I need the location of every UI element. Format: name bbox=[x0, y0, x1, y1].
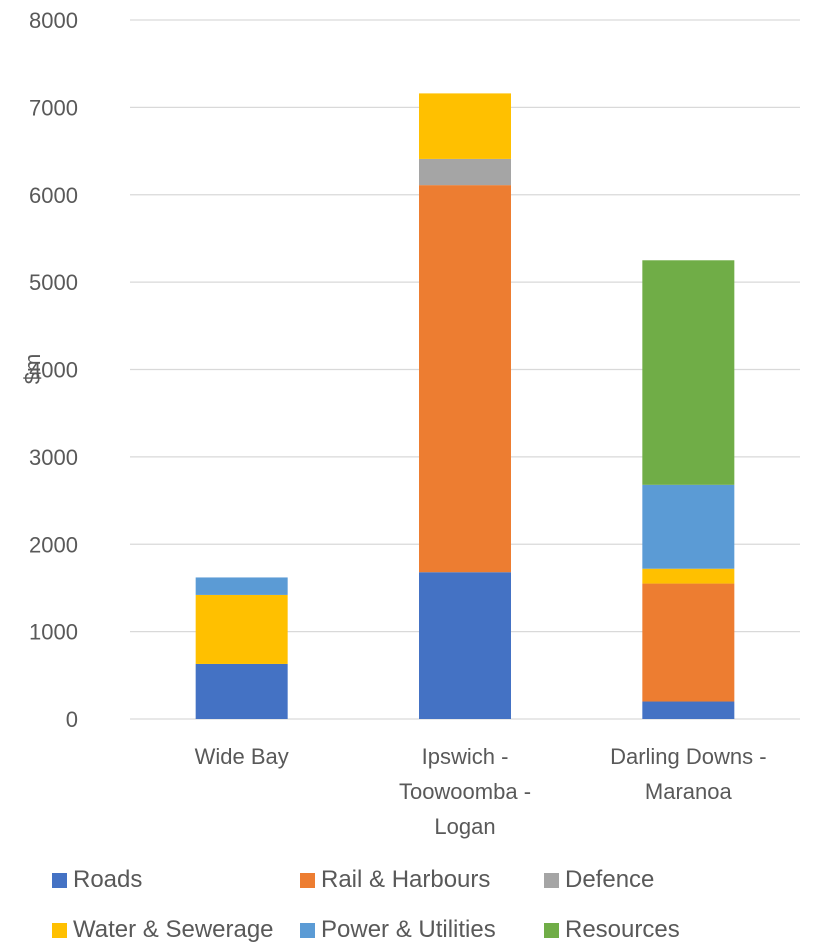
bar-segment bbox=[642, 484, 735, 569]
x-tick-label: Logan bbox=[434, 814, 495, 839]
y-tick-label: 1000 bbox=[29, 620, 78, 645]
bar-segment bbox=[419, 93, 511, 159]
y-tick-label: 3000 bbox=[29, 445, 78, 470]
bar-segment bbox=[419, 572, 511, 719]
legend-swatch-water-sewerage bbox=[52, 922, 67, 938]
legend-swatch-rail-harbours bbox=[300, 872, 315, 888]
legend-swatch-roads bbox=[52, 872, 67, 888]
y-axis-ticks: 0 1000 2000 3000 4000 5000 6000 7000 8000 bbox=[29, 8, 78, 732]
legend-label-defence: Defence bbox=[565, 866, 655, 893]
x-tick-label: Wide Bay bbox=[195, 744, 289, 769]
legend-swatch-power-utilities bbox=[300, 922, 315, 938]
legend-item-resources: Resources bbox=[544, 916, 680, 944]
legend: Roads Rail & Harbours Defence Water & Se… bbox=[52, 866, 772, 946]
legend-item-water-sewerage: Water & Sewerage bbox=[52, 916, 274, 944]
legend-item-rail-harbours: Rail & Harbours bbox=[300, 866, 490, 894]
x-tick-label: Maranoa bbox=[645, 779, 733, 804]
legend-label-power-utilities: Power & Utilities bbox=[321, 916, 496, 943]
legend-row: Water & Sewerage Power & Utilities Resou… bbox=[52, 916, 772, 946]
chart-svg: 0 1000 2000 3000 4000 5000 6000 7000 8000 Wide B… bbox=[20, 8, 800, 839]
legend-swatch-defence bbox=[544, 872, 559, 888]
y-tick-label: 7000 bbox=[29, 95, 78, 120]
legend-label-rail-harbours: Rail & Harbours bbox=[321, 866, 491, 893]
bar-segment bbox=[419, 185, 511, 573]
bar-segment bbox=[642, 583, 735, 702]
y-tick-label: 5000 bbox=[29, 270, 78, 295]
x-axis-ticks: Wide Bay Ipswich - Toowoomba - Logan Darling… bbox=[195, 744, 767, 839]
bar-segment bbox=[642, 260, 735, 485]
legend-item-defence: Defence bbox=[544, 866, 654, 894]
bar-segment bbox=[642, 568, 735, 584]
x-tick-label: Toowoomba - bbox=[399, 779, 531, 804]
legend-item-power-utilities: Power & Utilities bbox=[300, 916, 496, 944]
legend-swatch-resources bbox=[544, 922, 559, 938]
bar-segment bbox=[195, 577, 288, 595]
bar-segment bbox=[642, 701, 735, 719]
y-tick-label: 2000 bbox=[29, 532, 78, 557]
y-tick-label: 8000 bbox=[29, 8, 78, 33]
bar-segment bbox=[195, 594, 288, 664]
y-tick-label: 4000 bbox=[29, 358, 78, 383]
x-tick-label: Darling Downs - bbox=[610, 744, 767, 769]
legend-item-roads: Roads bbox=[52, 866, 142, 894]
legend-row: Roads Rail & Harbours Defence bbox=[52, 866, 772, 916]
bar-segment bbox=[195, 663, 288, 719]
legend-label-water-sewerage: Water & Sewerage bbox=[73, 916, 274, 943]
bars bbox=[195, 93, 735, 719]
x-tick-label: Ipswich - bbox=[422, 744, 509, 769]
y-tick-label: 6000 bbox=[29, 183, 78, 208]
legend-label-resources: Resources bbox=[565, 916, 680, 943]
legend-label-roads: Roads bbox=[73, 866, 143, 893]
bar-segment bbox=[419, 158, 511, 186]
y-axis-label: $m bbox=[20, 354, 45, 385]
y-tick-label: 0 bbox=[66, 707, 78, 732]
